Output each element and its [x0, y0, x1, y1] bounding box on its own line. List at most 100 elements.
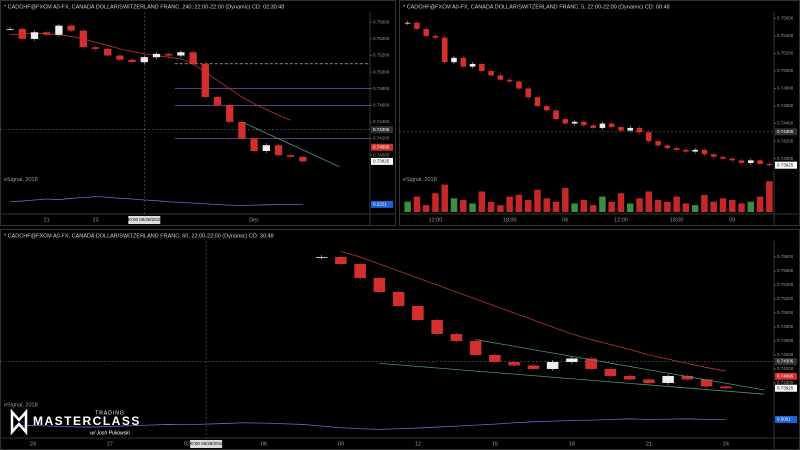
- candle: [636, 127, 643, 133]
- candle: [414, 22, 420, 29]
- volume-bar: [710, 201, 717, 212]
- candle: [681, 375, 694, 380]
- price-tag-label: 0.74306: [373, 127, 390, 132]
- volume-bar: [626, 203, 634, 212]
- volume-bar: [691, 205, 699, 212]
- candle: [392, 291, 405, 306]
- candle: [623, 375, 636, 380]
- candle: [128, 59, 136, 63]
- x-tick-label: 12: [415, 441, 421, 447]
- volume-bar: [543, 198, 551, 212]
- indicator-tag-label: 0.5001: [777, 417, 791, 422]
- candle: [571, 121, 578, 124]
- volume-bar: [478, 191, 486, 212]
- y-tick-label: 0.74000: [777, 380, 794, 385]
- logo-top: TRADING: [95, 410, 125, 416]
- y-tick-label: 0.74800: [373, 86, 390, 91]
- chart-panel: * CADCHF@FXCM A0-FX, CANADA DOLLAR/SWITZ…: [0, 0, 396, 226]
- price-tag-label: 0.73925: [777, 385, 794, 390]
- y-tick-label: 0.75400: [777, 282, 794, 287]
- crosshair-label-bg: [190, 440, 223, 448]
- candle: [604, 368, 617, 376]
- candle: [664, 145, 671, 149]
- moving-average: [340, 251, 726, 372]
- candle: [553, 110, 559, 120]
- volume-bar: [524, 200, 532, 212]
- y-tick-label: 0.75400: [777, 33, 794, 38]
- candle: [177, 52, 185, 56]
- volume-bar: [589, 205, 597, 212]
- volume-bar: [441, 184, 448, 212]
- candle: [262, 145, 270, 152]
- price-tag: [775, 384, 797, 392]
- y-tick-label: 0.75800: [777, 254, 794, 259]
- indicator-tag: [371, 200, 393, 208]
- x-tick-label: 12:00: [614, 217, 628, 223]
- panel-title: * CADCHF@FXCM A0-FX, CANADA DOLLAR/SWITZ…: [4, 233, 274, 239]
- candle: [701, 149, 708, 155]
- indicator-tag: [775, 415, 797, 423]
- x-tick-label: 09: [338, 441, 344, 447]
- candle: [469, 63, 476, 67]
- candle: [646, 132, 652, 142]
- volume-bar: [580, 200, 588, 212]
- candle: [116, 55, 124, 60]
- candle: [489, 354, 501, 362]
- price-tag: [775, 372, 797, 380]
- indicator-label: eSignal, 2018: [4, 402, 38, 408]
- candle: [287, 155, 295, 157]
- logo: TRADING MASTERCLASS w/ Josh Pukowski: [10, 408, 139, 436]
- y-tick-label: 0.74600: [777, 103, 794, 108]
- y-tick-label: 0.75000: [777, 68, 794, 73]
- y-tick-label: 0.74200: [777, 366, 794, 371]
- candle: [460, 57, 467, 67]
- candle: [585, 358, 597, 369]
- trendline: [475, 339, 765, 391]
- crosshair-label: 00:00 06/28/2018: [189, 441, 225, 446]
- volume-bar: [701, 194, 708, 212]
- logo-icon: [10, 408, 28, 436]
- trendline: [379, 362, 765, 395]
- candle: [488, 70, 494, 76]
- candle: [441, 37, 448, 63]
- candle: [238, 121, 246, 139]
- candle: [627, 127, 634, 131]
- y-tick-label: 0.75000: [777, 310, 794, 315]
- price-tag: [371, 126, 393, 134]
- volume-bar: [738, 203, 745, 212]
- candle: [766, 163, 773, 166]
- y-tick-label: 0.75600: [373, 19, 390, 24]
- candle: [140, 57, 148, 63]
- x-tick-label: 12:00: [429, 217, 443, 223]
- candle: [566, 358, 578, 362]
- candle: [201, 63, 209, 98]
- candle: [525, 88, 531, 98]
- candle: [543, 106, 550, 111]
- y-tick-label: 0.74200: [373, 136, 390, 141]
- candle: [18, 28, 26, 39]
- crosshair-label: 00:00 06/28/2018: [127, 217, 163, 222]
- y-tick-label: 0.75200: [777, 296, 794, 301]
- x-tick-label: 24: [30, 441, 36, 447]
- candle: [673, 148, 680, 150]
- logo-byline: w/ Josh Pukowski: [90, 430, 130, 436]
- x-tick-label: 09: [729, 217, 735, 223]
- x-tick-label: 24: [723, 441, 729, 447]
- candle: [516, 81, 522, 89]
- x-tick-label: 18: [569, 441, 575, 447]
- candle: [79, 30, 87, 48]
- y-tick-label: 0.75000: [373, 69, 390, 74]
- panel-title: * CADCHF@FXCM A0-FX, CANADA DOLLAR/SWITZ…: [4, 4, 284, 10]
- volume-bar: [654, 200, 662, 212]
- candle: [662, 375, 674, 383]
- volume-bar: [682, 203, 690, 212]
- candle: [354, 263, 366, 278]
- volume-bar: [469, 203, 476, 212]
- volume-bar: [506, 196, 513, 212]
- indicator-tag-label: 0.2221: [373, 202, 387, 207]
- candle: [431, 319, 443, 334]
- x-tick-label: Dec: [249, 217, 259, 223]
- candle: [469, 340, 482, 355]
- indicator-label: eSignal, 2018: [4, 177, 38, 183]
